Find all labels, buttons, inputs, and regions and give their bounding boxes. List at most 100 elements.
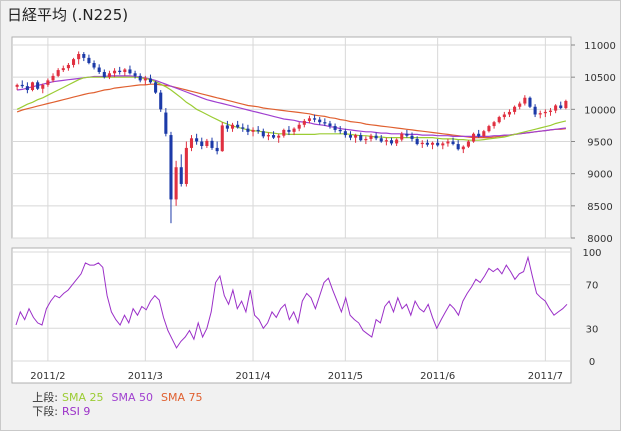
candle-body — [374, 135, 378, 139]
legend-item-sma25: SMA 25 — [62, 391, 104, 404]
candle-body — [328, 123, 332, 127]
candle-body — [61, 68, 65, 71]
date-tick-label: 2011/5 — [328, 371, 363, 382]
date-tick-label: 2011/2 — [30, 371, 65, 382]
candle-body — [533, 106, 537, 115]
candle-body — [184, 147, 188, 184]
candle-body — [292, 128, 296, 132]
candle-body — [477, 133, 481, 137]
candle-body — [107, 73, 111, 78]
candle-body — [118, 70, 122, 73]
candle-body — [513, 106, 517, 112]
candle-body — [425, 142, 429, 145]
legend-upper-label: 上段: — [32, 391, 58, 404]
candle-body — [441, 143, 445, 146]
candle-body — [169, 135, 173, 200]
candle-body — [174, 167, 178, 200]
candle-body — [56, 70, 60, 76]
candle-body — [77, 54, 81, 60]
rsi-tick-label: 100 — [582, 248, 601, 259]
candle-body — [528, 97, 532, 107]
candle-body — [236, 124, 240, 128]
candle-body — [472, 133, 476, 142]
legend-item-rsi9: RSI 9 — [62, 405, 91, 418]
candle-body — [400, 133, 404, 140]
candle-body — [348, 135, 353, 138]
legend-lower: 下段: RSI 9 — [28, 403, 98, 419]
candle-body — [395, 139, 399, 144]
candle-body — [389, 140, 394, 144]
candle-body — [497, 117, 501, 123]
candle-body — [220, 125, 224, 152]
candle-body — [548, 110, 553, 112]
candle-body — [30, 82, 35, 91]
candle-body — [154, 82, 158, 93]
rsi-tick-label: 30 — [586, 324, 599, 335]
candle-body — [46, 80, 50, 85]
candle-body — [410, 135, 414, 139]
candle-body — [343, 131, 347, 136]
candle-body — [456, 144, 460, 150]
candle-body — [123, 69, 127, 73]
candle-body — [538, 113, 542, 115]
candle-body — [307, 118, 311, 121]
candle-body — [338, 129, 342, 132]
candle-body — [179, 167, 183, 184]
candle-body — [461, 146, 465, 150]
candle-body — [523, 97, 527, 104]
candle-body — [113, 70, 117, 74]
rsi9-line — [15, 255, 568, 349]
rsi-tick-label: 0 — [589, 357, 595, 368]
candle-body — [41, 84, 45, 89]
price-tick-label: 10500 — [584, 73, 616, 84]
candle-body — [313, 118, 317, 120]
candle-body — [559, 105, 563, 109]
candle-body — [297, 124, 301, 129]
candle-body — [164, 112, 168, 134]
candle-body — [138, 75, 142, 81]
date-tick-label: 2011/3 — [128, 371, 163, 382]
candle-body — [272, 135, 276, 138]
candle-body — [159, 92, 163, 110]
legend-lower-label: 下段: — [32, 405, 58, 418]
legend-upper: 上段: SMA 25 SMA 50 SMA 75 — [28, 389, 211, 405]
candle-body — [487, 126, 491, 132]
candle-body — [133, 73, 137, 76]
candle-body — [354, 135, 358, 138]
candle-body — [246, 128, 250, 132]
price-tick-label: 8500 — [587, 202, 612, 213]
candle-body — [210, 140, 214, 148]
candle-body — [215, 147, 219, 152]
candle-body — [451, 141, 455, 145]
candle-body — [420, 142, 424, 145]
price-tick-label: 8000 — [587, 234, 612, 245]
candle-body — [66, 64, 70, 69]
date-tick-label: 2011/6 — [420, 371, 455, 382]
candle-body — [251, 129, 255, 132]
candle-body — [102, 72, 106, 78]
candle-body — [323, 122, 327, 124]
rsi-panel — [11, 247, 572, 362]
candle-body — [287, 129, 291, 132]
candle-body — [430, 142, 435, 145]
candle-body — [241, 127, 245, 129]
candle-body — [97, 67, 101, 73]
legend-item-sma75: SMA 75 — [161, 391, 203, 404]
date-axis-band — [11, 360, 572, 384]
candle-body — [189, 138, 194, 148]
candle-body — [466, 141, 470, 147]
candle-body — [333, 126, 337, 130]
chart-title: 日経平均 (.N225) — [7, 6, 129, 24]
candle-body — [492, 122, 496, 127]
candle-body — [554, 105, 558, 111]
candle-body — [230, 124, 235, 129]
candle-body — [15, 84, 19, 87]
legend-item-sma50: SMA 50 — [111, 391, 154, 404]
candle-body — [87, 57, 91, 64]
price-tick-label: 9000 — [587, 170, 612, 181]
candle-body — [415, 138, 419, 145]
candle-body — [369, 135, 373, 139]
candle-body — [225, 125, 229, 129]
candle-body — [205, 140, 209, 147]
